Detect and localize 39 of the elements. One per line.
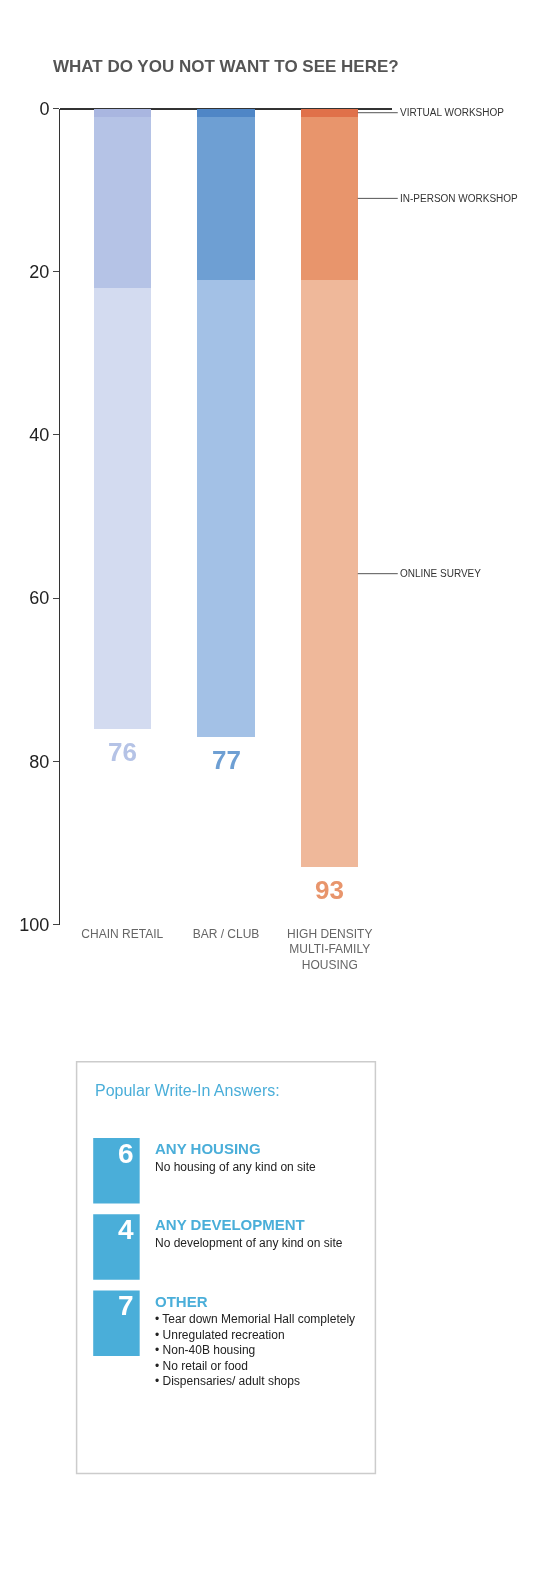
y-tick-label: 60 xyxy=(29,588,50,609)
text: No development of any kind on site xyxy=(155,1236,343,1250)
text: ONLINE SURVEY xyxy=(400,568,482,579)
data-label: 4 xyxy=(118,1214,134,1245)
x-tick-label: BAR / CLUB xyxy=(192,926,260,941)
total-label: 93 xyxy=(315,875,344,905)
y-tick-label: 80 xyxy=(29,751,50,772)
text: Popular Write-In Answers: xyxy=(95,1082,280,1099)
bar xyxy=(93,108,151,117)
bar xyxy=(93,288,151,729)
data-label: 7 xyxy=(118,1290,134,1321)
category-label: ANY HOUSING xyxy=(155,1140,261,1157)
text: VIRTUAL WORKSHOP xyxy=(400,107,505,118)
text: IN-PERSON WORKSHOP xyxy=(400,193,519,204)
data-label: 6 xyxy=(118,1138,134,1169)
text: • Unregulated recreation xyxy=(155,1327,285,1342)
category-label: ANY DEVELOPMENT xyxy=(155,1216,305,1233)
text: • Non-40B housing xyxy=(155,1343,256,1358)
y-tick-label: 100 xyxy=(19,914,50,935)
bar xyxy=(301,279,359,868)
y-tick-label: 40 xyxy=(29,425,50,446)
bar xyxy=(197,108,255,117)
x-tick-label: CHAIN RETAIL xyxy=(81,926,164,941)
bar xyxy=(197,279,255,737)
x-tick-label: HIGH DENSITY MULTI-FAMILY HOUSING xyxy=(287,926,373,972)
bar xyxy=(93,116,151,289)
text: • Dispensaries/ adult shops xyxy=(155,1374,300,1389)
category-label: OTHER xyxy=(155,1293,208,1310)
text: • Tear down Memorial Hall completely xyxy=(155,1312,356,1326)
bar xyxy=(301,108,359,117)
total-label: 77 xyxy=(212,745,241,775)
text: • No retail or food xyxy=(155,1358,248,1373)
total-label: 76 xyxy=(108,737,137,767)
bar xyxy=(301,116,359,280)
bar xyxy=(197,116,255,280)
y-tick-label: 20 xyxy=(29,262,50,283)
y-tick-label: 0 xyxy=(39,98,50,119)
text: No housing of any kind on site xyxy=(155,1160,317,1174)
chart-title: WHAT DO YOU NOT WANT TO SEE HERE? xyxy=(53,57,399,76)
